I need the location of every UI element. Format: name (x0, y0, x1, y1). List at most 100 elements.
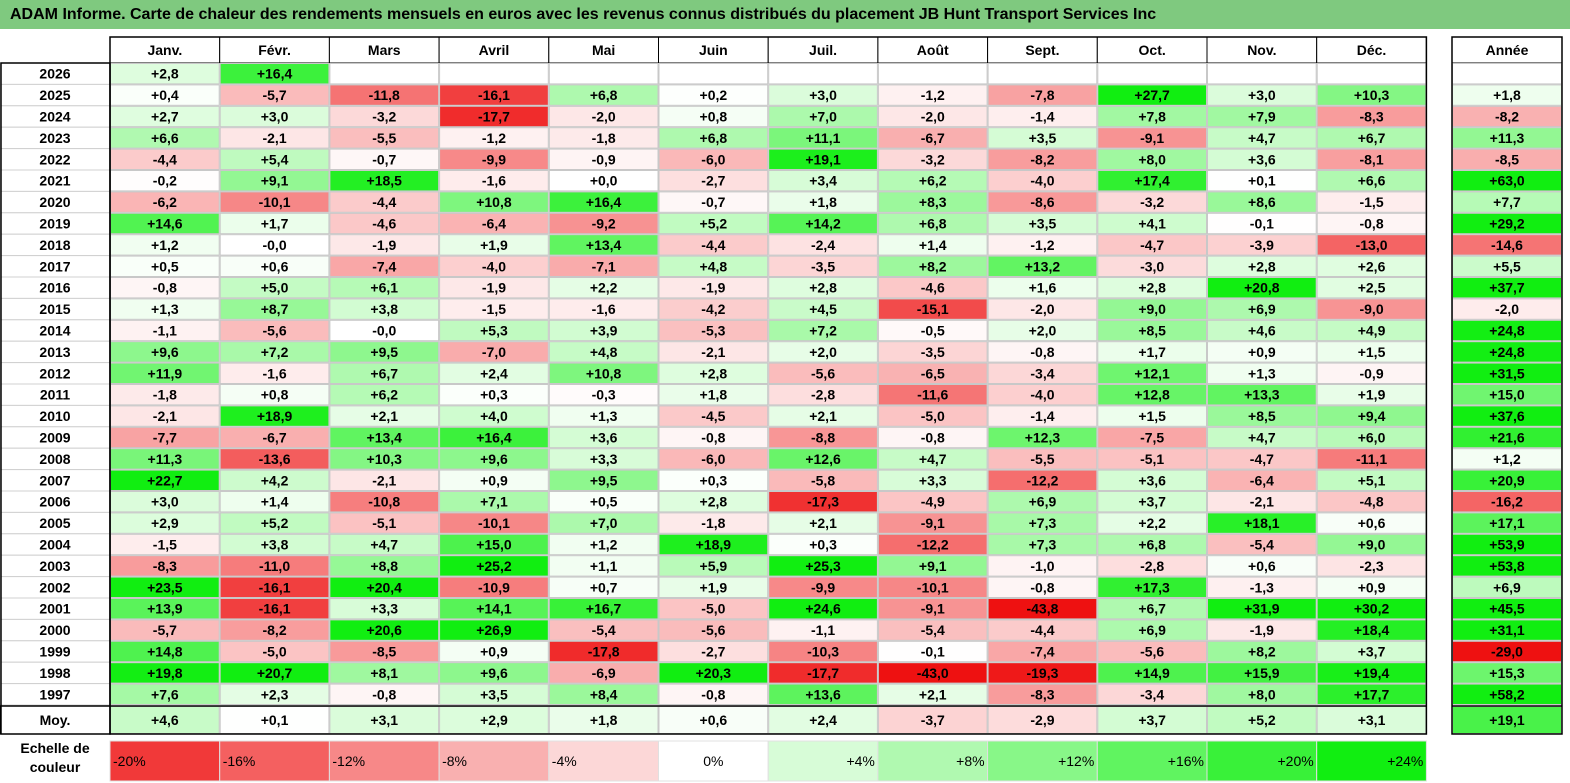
heatmap-cell (329, 533, 440, 556)
heatmap-cell (219, 170, 330, 192)
heatmap-cell (548, 170, 659, 192)
heatmap-cell-value: +8,5 (1248, 408, 1276, 424)
heatmap-cell (219, 341, 330, 363)
heatmap-cell (329, 469, 440, 492)
heatmap-cell-value: -5,1 (372, 515, 396, 531)
heatmap-cell-value: +1,3 (590, 408, 618, 424)
heatmap-cell (329, 384, 440, 406)
heatmap-cell (439, 127, 549, 149)
month-header: Juil. (809, 42, 837, 58)
heatmap-cell-value: +26,9 (476, 622, 512, 638)
heatmap-cell (768, 598, 878, 620)
heatmap-cell-value: +5,9 (700, 558, 728, 574)
heatmap-cell-value: +1,8 (700, 387, 728, 403)
heatmap-cell (877, 491, 988, 513)
heatmap-cell-value: -4,7 (1140, 237, 1164, 253)
heatmap-cell-value: -1,6 (592, 301, 616, 317)
heatmap-cell (987, 255, 1098, 278)
heatmap-cell-value: +3,0 (261, 109, 289, 125)
heatmap-cell (439, 84, 549, 106)
color-scale-step-label: +16% (1168, 753, 1204, 769)
heatmap-cell-value: +3,0 (151, 494, 179, 510)
heatmap-cell-value: -1,2 (921, 87, 945, 103)
heatmap-cell-value: -0,9 (592, 151, 616, 167)
heatmap-cell (987, 619, 1098, 641)
heatmap-cell (1097, 341, 1208, 363)
color-scale-swatch (438, 740, 550, 782)
heatmap-cell (1097, 576, 1208, 598)
heatmap-cell (768, 170, 878, 192)
heatmap-cell (987, 191, 1098, 213)
heatmap-cell-value: -3,2 (921, 151, 945, 167)
average-cell-value: +4,6 (151, 712, 179, 728)
heatmap-cell (1097, 148, 1208, 171)
heatmap-cell (877, 255, 988, 278)
heatmap-cell-value: -1,3 (1250, 579, 1274, 595)
heatmap-cell-value: +9,6 (480, 665, 508, 681)
heatmap-cell (439, 298, 549, 320)
heatmap-cell (877, 640, 988, 663)
heatmap-cell (548, 405, 659, 427)
year-total-value: +15,0 (1489, 387, 1525, 403)
heatmap-cell-value: -8,3 (1030, 686, 1054, 702)
heatmap-cell-value: +8,2 (1248, 644, 1276, 660)
heatmap-cell-value: +12,3 (1025, 430, 1061, 446)
heatmap-cell (987, 576, 1098, 598)
heatmap-cell-value: -3,5 (921, 344, 945, 360)
heatmap-cell-value: +0,9 (480, 644, 508, 660)
heatmap-cell-value: +11,1 (806, 130, 841, 146)
heatmap-cell-value: -5,5 (1030, 451, 1054, 467)
heatmap-cell (548, 148, 659, 171)
heatmap-cell (329, 426, 440, 449)
heatmap-cell (1097, 277, 1208, 299)
average-label-cell (0, 705, 111, 735)
heatmap-cell (877, 512, 988, 534)
heatmap-cell (987, 598, 1098, 620)
row-label: 2017 (39, 258, 70, 274)
heatmap-cell (768, 405, 878, 427)
heatmap-cell-value: +6,7 (1358, 130, 1386, 146)
heatmap-cell-value: -5,3 (701, 323, 725, 339)
average-cell (987, 706, 1098, 734)
color-scale-step-label: +24% (1387, 753, 1423, 769)
heatmap-cell-value: +1,4 (261, 494, 289, 510)
row-label: 2019 (39, 216, 70, 232)
heatmap-cell (658, 191, 769, 213)
heatmap-cell (1097, 405, 1208, 427)
row-label: 2009 (39, 430, 70, 446)
heatmap-cell-value: -10,1 (917, 579, 949, 595)
heatmap-cell (877, 448, 988, 470)
heatmap-cell-value: +6,8 (1138, 537, 1166, 553)
heatmap-cell (658, 598, 769, 620)
year-total-value: +58,2 (1489, 686, 1525, 702)
heatmap-cell-value: +7,0 (590, 515, 618, 531)
heatmap-cell-value: +2,4 (480, 365, 508, 381)
heatmap-cell (219, 533, 330, 556)
heatmap-cell-value: +31,9 (1244, 601, 1280, 617)
heatmap-cell-value: +2,1 (370, 408, 398, 424)
heatmap-cell-value: -6,4 (1250, 472, 1274, 488)
year-total-value: +31,1 (1489, 622, 1525, 638)
heatmap-cell-value: -0,0 (262, 237, 286, 253)
heatmap-cell (548, 212, 659, 235)
heatmap-cell (877, 426, 988, 449)
heatmap-cell-value: +19,1 (805, 151, 841, 167)
month-header: Févr. (258, 42, 291, 58)
heatmap-cell-value: -2,0 (592, 109, 616, 125)
heatmap-cell-value: -4,4 (153, 151, 177, 167)
heatmap-cell-value: -5,4 (921, 622, 945, 638)
heatmap-cell (329, 362, 440, 385)
heatmap-cell-value: +9,0 (1138, 301, 1166, 317)
heatmap-cell (219, 598, 330, 620)
heatmap-cell-value: -5,0 (701, 601, 725, 617)
row-label: 2023 (39, 130, 70, 146)
heatmap-cell (768, 491, 878, 513)
year-total-value: +53,9 (1489, 537, 1525, 553)
heatmap-cell (219, 619, 330, 641)
heatmap-cell (987, 84, 1098, 106)
color-scale-swatch (1206, 740, 1318, 782)
heatmap-cell-value: +3,6 (1138, 472, 1166, 488)
heatmap-cell (658, 662, 769, 684)
heatmap-cell (987, 319, 1098, 342)
heatmap-cell (219, 469, 330, 492)
